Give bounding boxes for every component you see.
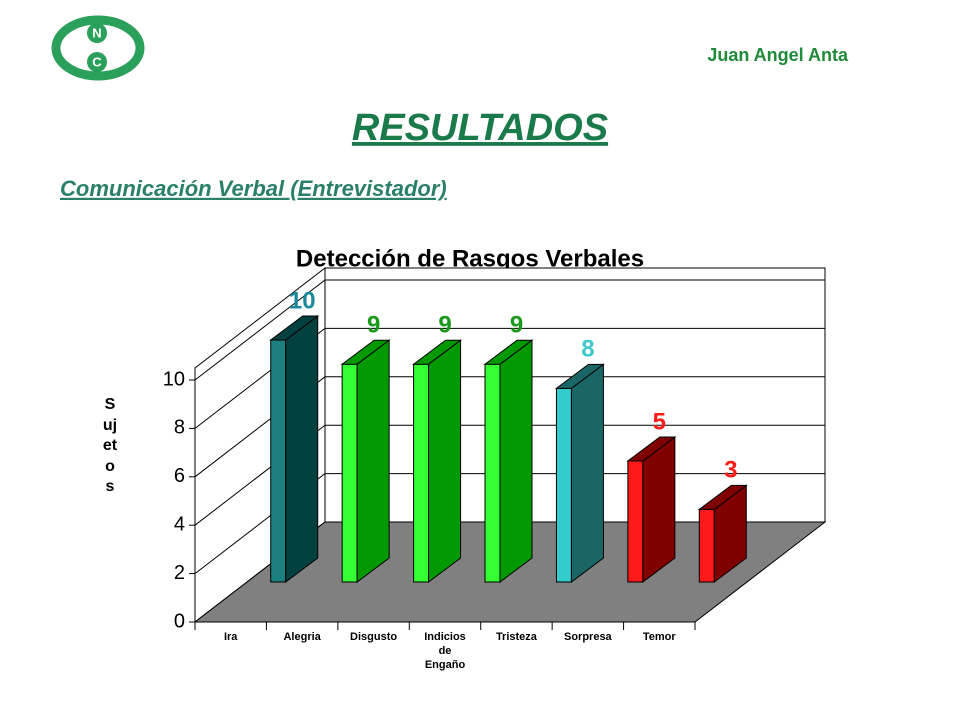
bar-top [483, 339, 534, 365]
y-tick-label: 4 [174, 513, 185, 535]
x-tick-label: Indicios de Engaño [424, 631, 466, 671]
bar [627, 460, 644, 583]
bar-side [642, 436, 676, 583]
value-label: 9 [367, 312, 380, 339]
bar-side [285, 315, 319, 583]
bar [413, 363, 430, 583]
value-label: 5 [653, 408, 666, 435]
x-tick-label: Temor [642, 631, 676, 643]
bar [270, 339, 287, 583]
x-tick-label: Alegria [283, 631, 321, 643]
value-label: 9 [510, 312, 523, 339]
value-label: 10 [289, 287, 316, 314]
author: Juan Angel Anta [707, 45, 849, 65]
grid-line [194, 424, 825, 526]
bar [698, 508, 715, 583]
bar-side [356, 339, 390, 583]
bar [555, 387, 572, 583]
y-tick-label: 8 [174, 417, 185, 439]
value-label: 9 [438, 312, 451, 339]
bar-top [412, 339, 463, 365]
y-tick-label: 2 [174, 562, 185, 584]
bar-top [554, 363, 605, 389]
x-tick-label: Ira [223, 631, 238, 643]
grid-line [194, 376, 825, 478]
bar-side [499, 339, 533, 583]
x-tick-label: Disgusto [350, 631, 398, 643]
bar [484, 363, 501, 583]
logo-dot [87, 23, 107, 43]
logo-ring [51, 15, 145, 81]
logo-letter: C [92, 54, 102, 69]
slide-title: RESULTADOS [352, 107, 608, 149]
y-tick-label: 6 [174, 465, 185, 487]
logo-dot [87, 52, 107, 72]
grid-line [194, 279, 825, 381]
x-tick-label: Tristeza [495, 631, 537, 643]
y-tick-label: 10 [163, 368, 185, 390]
value-label: 3 [724, 457, 737, 484]
grid-line [194, 327, 825, 429]
bar-top [626, 436, 677, 462]
value-label: 8 [581, 336, 594, 363]
y-tick-label: 0 [174, 610, 185, 632]
bar-side [570, 363, 604, 583]
bar-top [340, 339, 391, 365]
bar [341, 363, 358, 583]
logo-letter: N [92, 25, 101, 40]
slide-subtitle: Comunicación Verbal (Entrevistador) [60, 176, 447, 201]
x-tick-label: Sorpresa [563, 631, 612, 643]
bar-side [428, 339, 462, 583]
bar-top [269, 315, 320, 341]
y-axis-label: Sujetos [102, 396, 118, 495]
bar-top [697, 484, 748, 510]
